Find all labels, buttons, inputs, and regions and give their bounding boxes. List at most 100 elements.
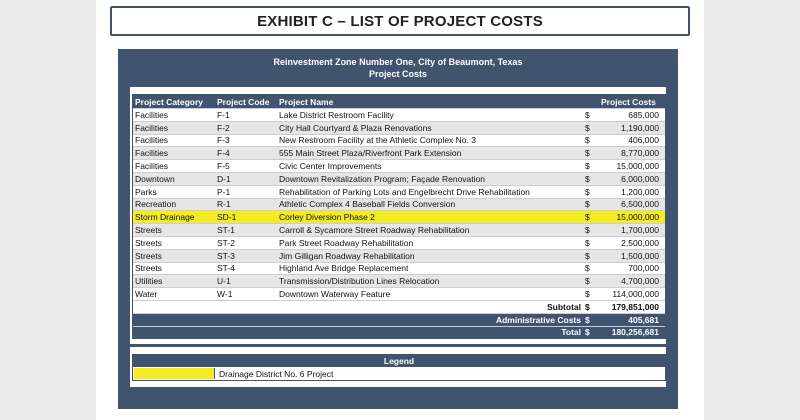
cell-category: Facilities bbox=[135, 122, 169, 133]
cell-project-cost: 1,500,000 bbox=[621, 250, 659, 261]
cell-code: W-1 bbox=[217, 289, 233, 300]
cell-dollar-sign: $ bbox=[585, 237, 590, 248]
cell-project-name: New Restroom Facility at the Athletic Co… bbox=[279, 135, 476, 146]
cell-project-cost: 1,700,000 bbox=[621, 225, 659, 236]
cell-project-name: Corley Diversion Phase 2 bbox=[279, 212, 375, 223]
cell-dollar-sign: $ bbox=[585, 122, 590, 133]
cell-dollar-sign: $ bbox=[585, 173, 590, 184]
cell-dollar-sign: $ bbox=[585, 135, 590, 146]
cell-dollar-sign: $ bbox=[585, 212, 590, 223]
summary-dollar-sign: $ bbox=[585, 314, 590, 325]
cell-code: ST-3 bbox=[217, 250, 235, 261]
cell-project-cost: 406,000 bbox=[628, 135, 659, 146]
table-row: Streets ST-3 Jim Gilligan Roadway Rehabili… bbox=[133, 248, 665, 262]
costs-table-panel: Project Category Project Code Project Na… bbox=[130, 87, 666, 344]
cell-project-name: Downtown Revitalization Program; Façade … bbox=[279, 173, 485, 184]
cell-code: ST-2 bbox=[217, 237, 235, 248]
cell-code: F-4 bbox=[217, 148, 230, 159]
legend-item-label: Drainage District No. 6 Project bbox=[219, 368, 334, 379]
summary-row: Subtotal $179,851,000 bbox=[133, 299, 665, 313]
table-summary: Subtotal $179,851,000 Administrative Costs… bbox=[133, 299, 665, 339]
column-header-category: Project Category bbox=[135, 96, 204, 107]
report-header-subtitle: Project Costs bbox=[368, 69, 428, 79]
cell-dollar-sign: $ bbox=[585, 161, 590, 172]
cell-code: P-1 bbox=[217, 186, 231, 197]
cell-category: Facilities bbox=[135, 148, 169, 159]
table-row: Facilities F-4 555 Main Street Plaza/River… bbox=[133, 146, 665, 160]
summary-value: 179,851,000 bbox=[611, 301, 659, 312]
cell-code: F-5 bbox=[217, 161, 230, 172]
summary-label: Administrative Costs bbox=[495, 314, 581, 325]
cell-project-cost: 4,700,000 bbox=[621, 276, 659, 287]
cell-project-name: Civic Center Improvements bbox=[279, 161, 382, 172]
legend: Legend Drainage District No. 6 Project bbox=[132, 354, 666, 381]
cell-project-cost: 114,000,000 bbox=[612, 289, 659, 300]
legend-title: Legend bbox=[133, 355, 665, 367]
cell-project-cost: 6,500,000 bbox=[621, 199, 659, 210]
summary-value: 405,681 bbox=[628, 314, 659, 325]
cell-category: Facilities bbox=[135, 109, 169, 120]
cell-project-name: Park Street Roadway Rehabilitation bbox=[279, 237, 414, 248]
cell-project-cost: 8,770,000 bbox=[621, 148, 659, 159]
cell-code: F-1 bbox=[217, 109, 230, 120]
cell-category: Streets bbox=[135, 225, 162, 236]
summary-label: Total bbox=[561, 327, 581, 338]
legend-item: Drainage District No. 6 Project bbox=[133, 367, 665, 380]
table-row: Downtown D-1 Downtown Revitalization Progr… bbox=[133, 171, 665, 185]
cell-project-cost: 15,000,000 bbox=[616, 161, 659, 172]
cell-dollar-sign: $ bbox=[585, 263, 590, 274]
table-body: Facilities F-1 Lake District Restroom Faci… bbox=[133, 108, 665, 300]
cell-dollar-sign: $ bbox=[585, 250, 590, 261]
table-row: Storm Drainage SD-1 Corley Diversion Phase… bbox=[133, 210, 665, 224]
cell-code: ST-1 bbox=[217, 225, 235, 236]
exhibit-title: EXHIBIT C – LIST OF PROJECT COSTS bbox=[110, 6, 690, 36]
summary-row: Total $180,256,681 bbox=[133, 325, 665, 339]
cell-project-name: Downtown Waterway Feature bbox=[279, 289, 391, 300]
cell-dollar-sign: $ bbox=[585, 109, 590, 120]
cell-dollar-sign: $ bbox=[585, 225, 590, 236]
table-row: Facilities F-1 Lake District Restroom Faci… bbox=[133, 108, 665, 121]
summary-value: 180,256,681 bbox=[611, 327, 659, 338]
cell-code: SD-1 bbox=[217, 212, 237, 223]
cell-project-name: Rehabilitation of Parking Lots and Engel… bbox=[279, 186, 530, 197]
report-header-title: Reinvestment Zone Number One, City of Be… bbox=[273, 57, 523, 67]
cell-code: U-1 bbox=[217, 276, 231, 287]
cell-category: Utilities bbox=[135, 276, 163, 287]
table-row: Facilities F-3 New Restroom Facility at th… bbox=[133, 133, 665, 147]
cell-category: Recreation bbox=[135, 199, 177, 210]
cell-category: Parks bbox=[135, 186, 157, 197]
table-row: Water W-1 Downtown Waterway Feature $114,00… bbox=[133, 287, 665, 300]
cell-project-name: Jim Gilligan Roadway Rehabilitation bbox=[279, 250, 415, 261]
cell-project-name: Lake District Restroom Facility bbox=[279, 109, 394, 120]
cell-dollar-sign: $ bbox=[585, 199, 590, 210]
table-row: Streets ST-2 Park Street Roadway Rehabilit… bbox=[133, 235, 665, 249]
cell-code: D-1 bbox=[217, 173, 231, 184]
table-row: Facilities F-2 City Hall Courtyard & Plaza… bbox=[133, 120, 665, 134]
cell-project-cost: 1,200,000 bbox=[621, 186, 659, 197]
cell-project-name: 555 Main Street Plaza/Riverfront Park Ex… bbox=[279, 148, 462, 159]
cell-dollar-sign: $ bbox=[585, 276, 590, 287]
cell-code: R-1 bbox=[217, 199, 231, 210]
cell-category: Facilities bbox=[135, 161, 169, 172]
report-header: Reinvestment Zone Number One, City of Be… bbox=[118, 49, 678, 87]
cell-category: Streets bbox=[135, 237, 162, 248]
cell-project-cost: 685,000 bbox=[628, 109, 659, 120]
cell-project-cost: 2,500,000 bbox=[621, 237, 659, 248]
cell-category: Streets bbox=[135, 250, 162, 261]
summary-dollar-sign: $ bbox=[585, 301, 590, 312]
cell-project-cost: 700,000 bbox=[628, 263, 659, 274]
table-row: Recreation R-1 Athletic Complex 4 Baseball… bbox=[133, 197, 665, 211]
legend-panel: Legend Drainage District No. 6 Project bbox=[130, 347, 666, 387]
cell-dollar-sign: $ bbox=[585, 148, 590, 159]
summary-dollar-sign: $ bbox=[585, 327, 590, 338]
cell-category: Water bbox=[135, 289, 158, 300]
table-row: Utilities U-1 Transmission/Distribution Li… bbox=[133, 274, 665, 288]
column-header-costs: Project Costs bbox=[601, 96, 656, 107]
cell-project-name: Transmission/Distribution Lines Relocati… bbox=[279, 276, 440, 287]
cell-code: F-3 bbox=[217, 135, 230, 146]
costs-table: Project Category Project Code Project Na… bbox=[132, 94, 666, 340]
table-row: Facilities F-5 Civic Center Improvements $1… bbox=[133, 159, 665, 172]
table-header-row: Project Category Project Code Project Na… bbox=[133, 95, 665, 108]
table-row: Streets ST-1 Carroll & Sycamore Street Roa… bbox=[133, 223, 665, 236]
cell-category: Downtown bbox=[135, 173, 175, 184]
